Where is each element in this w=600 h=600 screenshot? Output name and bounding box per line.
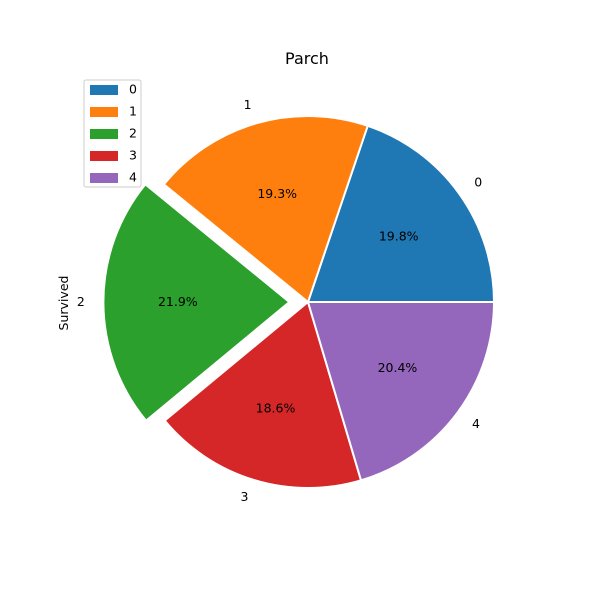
legend-label-4: 4 <box>129 170 137 185</box>
legend-label-1: 1 <box>129 104 137 119</box>
pie-slice-1 <box>162 115 369 303</box>
pie-slice-3 <box>163 301 363 489</box>
legend-label-3: 3 <box>129 148 137 163</box>
slice-percent-label: 18.6% <box>256 400 296 415</box>
chart-title: Parch <box>285 49 329 68</box>
pie-slice-2 <box>102 183 291 422</box>
slice-labels: 0 19.8% 1 19.3% 2 21.9% 3 18.6% 4 20.4% <box>77 97 482 504</box>
legend: 0 1 2 3 4 <box>83 79 142 188</box>
slice-category-label: 1 <box>244 97 252 112</box>
legend-swatch-2 <box>90 129 118 139</box>
slice-category-label: 3 <box>241 489 249 504</box>
pie-slice-0 <box>307 124 495 303</box>
slice-percent-label: 19.3% <box>257 186 297 201</box>
slice-category-label: 2 <box>77 294 85 309</box>
legend-swatch-1 <box>90 107 118 117</box>
pie-slice-4 <box>307 301 495 482</box>
legend-swatch-4 <box>90 173 118 183</box>
slice-percent-label: 19.8% <box>379 228 419 243</box>
slice-percent-label: 20.4% <box>378 360 418 375</box>
legend-swatch-0 <box>90 85 118 95</box>
y-axis-label: Survived <box>56 276 71 331</box>
legend-label-2: 2 <box>129 126 137 141</box>
legend-label-0: 0 <box>129 82 137 97</box>
legend-swatch-3 <box>90 151 118 161</box>
slice-category-label: 0 <box>474 174 482 189</box>
pie-slices <box>102 115 495 489</box>
slice-category-label: 4 <box>472 416 480 431</box>
slice-percent-label: 21.9% <box>158 294 198 309</box>
